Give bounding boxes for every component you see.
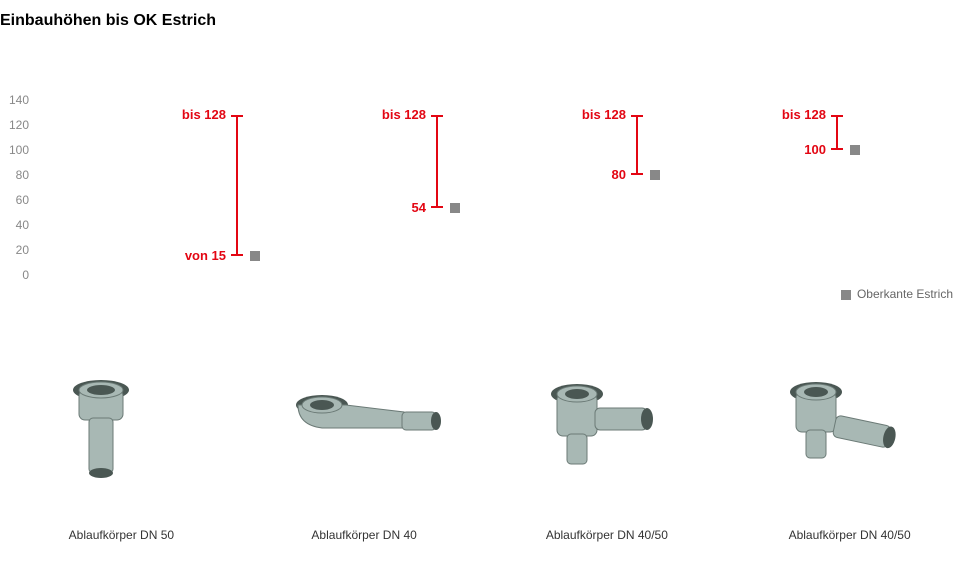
y-tick-label: 120 <box>9 118 29 132</box>
y-tick-label: 0 <box>22 268 29 282</box>
product: Ablaufkörper DN 40/50 <box>740 370 960 542</box>
legend-label: Oberkante Estrich <box>857 287 953 301</box>
legend: Oberkante Estrich <box>841 287 953 301</box>
product-image <box>274 370 454 500</box>
product-label: Ablaufkörper DN 40 <box>311 528 416 542</box>
product-image <box>517 370 697 500</box>
y-tick-label: 80 <box>16 168 29 182</box>
product: Ablaufkörper DN 50 <box>11 370 231 542</box>
range-bar <box>836 115 838 150</box>
marker <box>650 170 660 180</box>
range-high-label: bis 128 <box>766 107 826 122</box>
range-low-label: von 15 <box>166 248 226 263</box>
range-bar <box>436 115 438 208</box>
product-row: Ablaufkörper DN 50 Ablaufkörper DN 40 Abla… <box>0 370 971 542</box>
product-label: Ablaufkörper DN 40/50 <box>789 528 911 542</box>
range-low-label: 54 <box>366 200 426 215</box>
range-low-label: 100 <box>766 142 826 157</box>
product-image <box>760 370 940 500</box>
range-low-label: 80 <box>566 167 626 182</box>
marker <box>450 203 460 213</box>
y-tick-label: 100 <box>9 143 29 157</box>
marker <box>250 251 260 261</box>
y-tick-label: 60 <box>16 193 29 207</box>
product-label: Ablaufkörper DN 40/50 <box>546 528 668 542</box>
range-high-label: bis 128 <box>166 107 226 122</box>
legend-marker <box>841 290 851 300</box>
chart-title: Einbauhöhen bis OK Estrich <box>0 12 216 30</box>
range-high-label: bis 128 <box>566 107 626 122</box>
product-label: Ablaufkörper DN 50 <box>69 528 174 542</box>
range-bar <box>236 115 238 256</box>
y-tick-label: 40 <box>16 218 29 232</box>
range-high-label: bis 128 <box>366 107 426 122</box>
y-tick-label: 20 <box>16 243 29 257</box>
product: Ablaufkörper DN 40/50 <box>497 370 717 542</box>
range-bar <box>636 115 638 175</box>
marker <box>850 145 860 155</box>
y-tick-label: 140 <box>9 93 29 107</box>
product: Ablaufkörper DN 40 <box>254 370 474 542</box>
chart: 020406080100120140bis 128von 15bis 12854… <box>0 100 971 300</box>
product-image <box>31 370 211 500</box>
